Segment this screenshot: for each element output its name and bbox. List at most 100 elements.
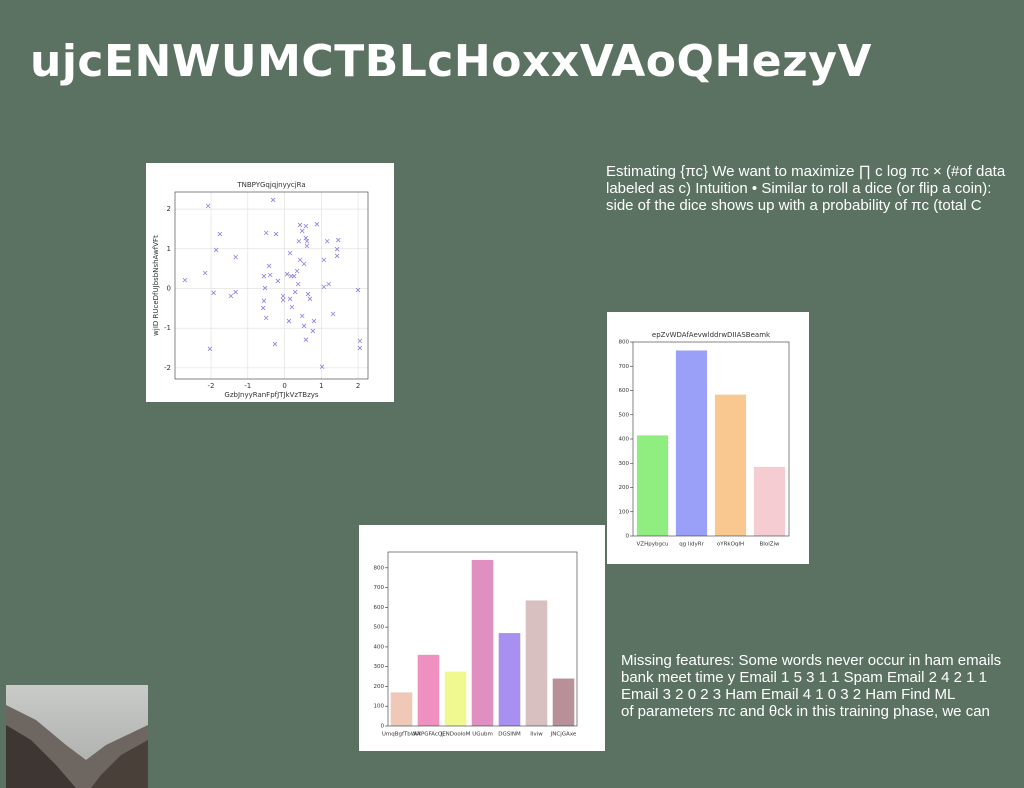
bar-chart: epZvWDAfAevwlddrwDIIASBeamk 0 100 200 300 400… — [607, 312, 809, 564]
photo — [6, 685, 148, 788]
plot-frame — [632, 341, 790, 537]
text-line: of parameters πc and θck in this trainin… — [621, 703, 990, 720]
point — [273, 231, 279, 237]
y-tick-label: 100 — [619, 509, 630, 515]
point — [299, 313, 305, 319]
x-tick-label: JENDooloM — [440, 732, 471, 738]
point — [291, 273, 297, 279]
chart-title: TNBPYGqjqjnyycjRa — [236, 181, 305, 189]
x-tick-label: oYRkOqIH — [717, 542, 744, 548]
x-tick-label: AAPGFAcOj — [413, 732, 444, 738]
point — [297, 257, 303, 263]
point — [297, 222, 303, 228]
y-tick-label: 2 — [167, 205, 171, 213]
point — [263, 315, 269, 321]
y-axis-label: wjID RUceDfUJbsbNshAwfVFt — [152, 235, 160, 336]
point — [205, 203, 211, 209]
point — [202, 270, 208, 276]
x-tick-label: Ilviw — [530, 732, 543, 738]
point — [211, 290, 216, 296]
y-tick-label: 0 — [381, 724, 385, 730]
point — [286, 318, 292, 324]
point — [310, 328, 316, 334]
point — [287, 296, 293, 302]
point — [334, 246, 340, 252]
point — [233, 254, 238, 260]
bar — [417, 654, 440, 726]
bar — [471, 559, 494, 726]
text-line: bank meet time y Email 1 5 3 1 1 Spam Em… — [621, 669, 988, 686]
y-tick-label: 300 — [619, 461, 630, 467]
bar — [498, 633, 521, 726]
y-tick-label: 700 — [619, 364, 630, 370]
y-tick-label: 600 — [374, 605, 385, 611]
point — [284, 271, 290, 277]
text-line: Email 3 2 0 2 3 Ham Email 4 1 0 3 2 Ham … — [621, 686, 956, 703]
point — [233, 289, 238, 295]
point — [287, 250, 293, 256]
point — [303, 223, 309, 229]
y-tick-label: 800 — [374, 565, 385, 571]
y-tick-label: 200 — [619, 485, 630, 491]
point — [266, 263, 272, 269]
point — [304, 243, 310, 249]
point — [261, 273, 267, 279]
y-tick-label: 300 — [374, 664, 385, 670]
y-tick-label: 500 — [619, 412, 630, 418]
y-tick-label: 700 — [374, 585, 385, 591]
point — [261, 298, 267, 304]
point — [330, 311, 336, 317]
point — [319, 364, 325, 369]
y-tick-label: 400 — [374, 644, 385, 650]
y-tick-label: 0 — [167, 284, 171, 292]
y-tick-label: 1 — [167, 245, 171, 253]
x-tick-label: -2 — [208, 382, 215, 390]
y-tick-label: 600 — [619, 388, 630, 394]
point — [262, 285, 268, 291]
bar — [552, 678, 575, 726]
point — [272, 341, 278, 347]
point — [326, 281, 331, 287]
point — [335, 237, 341, 243]
point — [321, 257, 327, 263]
scatter-chart: TNBPYGqjqjnyycjRa -2 -1 0 1 2 -2 -1 0 1 2 GzbJnyyRa… — [146, 163, 394, 402]
y-tick-label: 100 — [374, 704, 385, 710]
text-line: side of the dice shows up with a probabi… — [606, 197, 982, 214]
point — [305, 291, 311, 297]
x-tick-label: 2 — [356, 382, 360, 390]
x-tick-label: 0 — [282, 382, 286, 390]
chart-title: epZvWDAfAevwlddrwDIIASBeamk — [652, 331, 771, 339]
point — [292, 289, 298, 295]
point — [213, 247, 219, 253]
point — [307, 296, 313, 302]
bar — [675, 350, 708, 536]
point — [296, 238, 302, 244]
point — [267, 272, 273, 278]
text-block: Estimating {πc} We want to maximize ∏ c … — [606, 163, 1005, 214]
point — [321, 284, 327, 290]
text-line: Missing features: Some words never occur… — [621, 652, 1002, 669]
point — [217, 231, 223, 237]
point — [301, 261, 307, 267]
bar — [444, 671, 467, 726]
point — [299, 228, 305, 234]
point — [260, 305, 266, 311]
point — [357, 345, 363, 351]
point — [275, 278, 281, 284]
text-line: Estimating {πc} We want to maximize ∏ c … — [606, 163, 1006, 180]
point — [289, 304, 295, 310]
point — [228, 293, 234, 299]
point — [314, 221, 320, 227]
x-axis-label: GzbJnyyRanFpfJTJkVzTBzys — [224, 391, 319, 399]
y-tick-label: 500 — [374, 625, 385, 631]
text-block: Missing features: Some words never occur… — [621, 652, 1001, 720]
point — [311, 318, 317, 324]
y-tick-label: 200 — [374, 684, 385, 690]
bar-chart: 0 100 200 300 400 500 600 700 800 UmqBgfTbWlYAAPG… — [359, 525, 605, 751]
plot-frame — [387, 551, 578, 727]
point — [303, 337, 309, 342]
text-line: labeled as c) Intuition • Similar to rol… — [606, 180, 992, 197]
x-tick-label: DGSINM — [498, 732, 521, 738]
